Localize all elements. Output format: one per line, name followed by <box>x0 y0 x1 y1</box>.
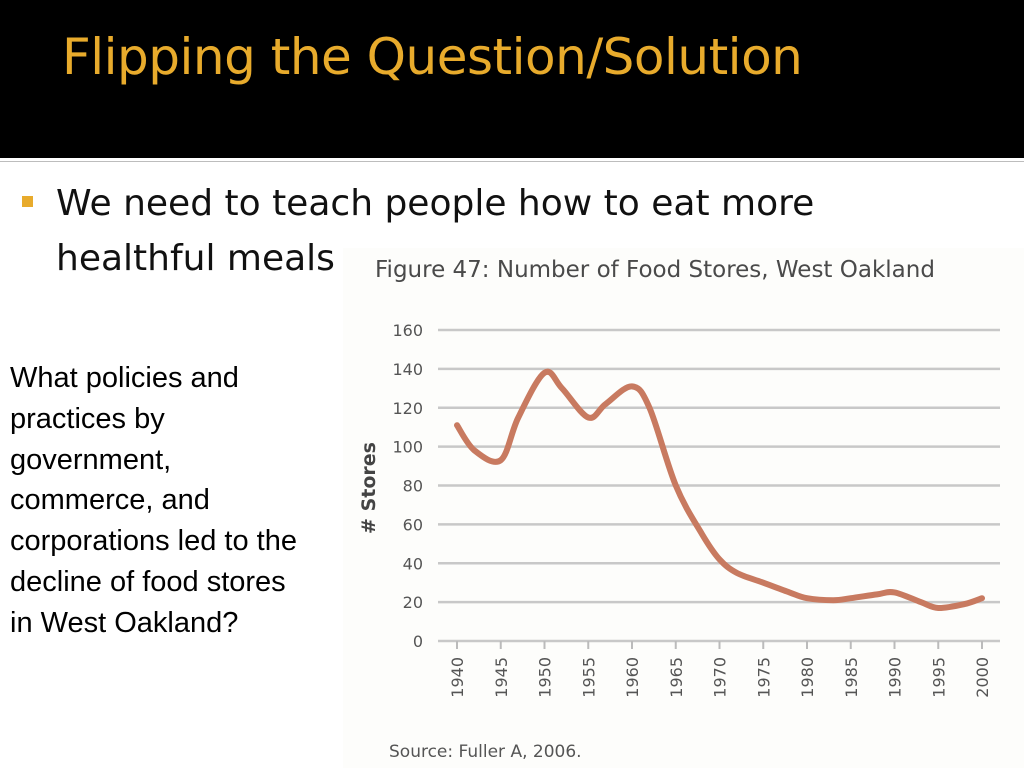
y-tick-label: 140 <box>392 360 423 379</box>
y-tick-label: 80 <box>403 477 423 496</box>
y-tick-label: 20 <box>403 593 423 612</box>
x-tick-label: 1960 <box>623 657 642 698</box>
slide-title: Flipping the Question/Solution <box>62 28 803 86</box>
x-tick-label: 1940 <box>448 657 467 698</box>
x-tick-label: 1950 <box>536 657 555 698</box>
y-tick-label: 160 <box>392 321 423 340</box>
y-tick-label: 0 <box>413 632 423 651</box>
x-tick-label: 2000 <box>973 657 992 698</box>
x-tick-label: 1990 <box>886 657 905 698</box>
title-divider <box>0 158 1024 160</box>
x-tick-label: 1995 <box>929 657 948 698</box>
x-tick-label: 1980 <box>798 657 817 698</box>
title-bar: Flipping the Question/Solution <box>0 0 1024 158</box>
title-divider-shadow <box>0 161 1024 162</box>
y-tick-label: 100 <box>392 438 423 457</box>
y-tick-label: 60 <box>403 515 423 534</box>
y-tick-label: 120 <box>392 399 423 418</box>
question-text: What policies and practices by governmen… <box>10 362 297 639</box>
bullet-text: We need to teach people how to eat more … <box>56 183 815 279</box>
x-tick-label: 1970 <box>711 657 730 698</box>
x-tick-label: 1955 <box>579 657 598 698</box>
x-tick-label: 1965 <box>667 657 686 698</box>
chart-title: Figure 47: Number of Food Stores, West O… <box>375 257 935 283</box>
x-tick-label: 1945 <box>492 657 511 698</box>
chart-source: Source: Fuller A, 2006. <box>389 742 582 762</box>
y-axis-label: # Stores <box>358 442 380 534</box>
x-tick-label: 1985 <box>842 657 861 698</box>
line-chart: Figure 47: Number of Food Stores, West O… <box>358 257 1000 762</box>
x-tick-label: 1975 <box>754 657 773 698</box>
bullet-marker <box>22 196 33 207</box>
series-line <box>454 368 985 612</box>
x-tick-labels: 1940 1945 1950 1955 1960 1965 1970 1975 1980 1985… <box>448 657 992 698</box>
grid-layer <box>438 328 1000 649</box>
y-tick-label: 40 <box>403 554 423 573</box>
figure-panel: Figure 47: Number of Food Stores, West O… <box>343 248 1024 768</box>
y-tick-labels: 0 20 40 60 80 100 120 140 160 <box>392 321 423 651</box>
